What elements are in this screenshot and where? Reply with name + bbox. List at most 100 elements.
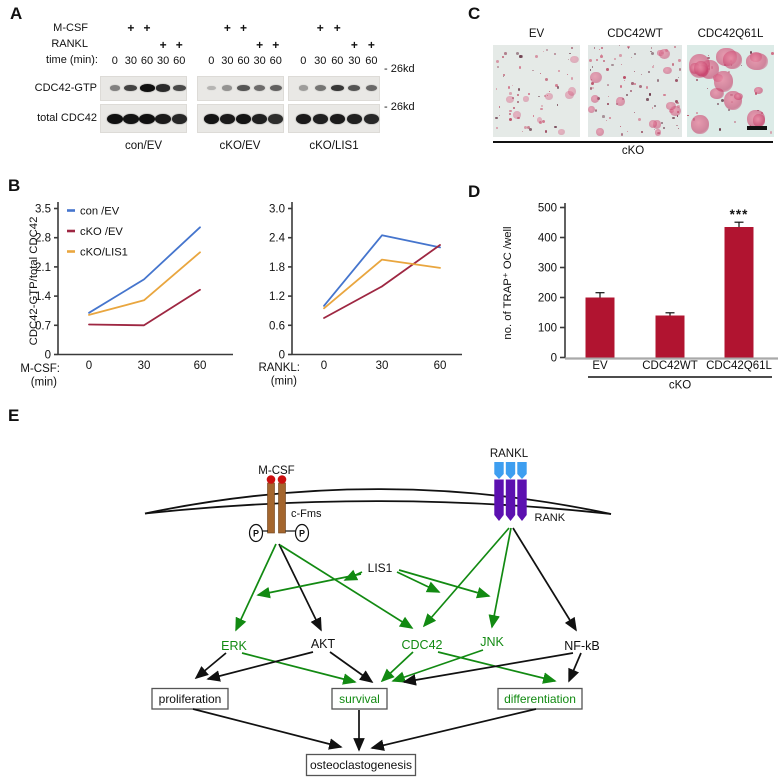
cell-dot <box>770 52 774 56</box>
blot-label-cdc42gtp: CDC42-GTP <box>34 82 97 94</box>
rankl-trimer-1 <box>494 462 504 479</box>
cell-dot <box>595 59 598 62</box>
cell-dot <box>600 55 603 59</box>
scale-bar <box>747 126 767 130</box>
total-band <box>312 113 328 124</box>
edge-lis1-cdc42-path-mcsf <box>343 569 363 581</box>
osteoclast-blob <box>746 53 769 71</box>
time-value: 30 <box>156 54 170 67</box>
mcsf-plus: + <box>223 21 231 35</box>
total-band <box>329 113 345 124</box>
cell-dot <box>619 85 623 88</box>
cell-dot <box>589 87 593 90</box>
chart-rankl-timecourse: 0 0.6 1.2 1.8 2.4 3.0 0 30 60 RANKL: (min) <box>258 202 462 388</box>
total-band <box>268 113 284 124</box>
proliferation-box <box>151 687 229 710</box>
cell-dot <box>517 100 520 103</box>
x-tick-label: 60 <box>194 360 207 372</box>
cell-dot <box>567 58 569 61</box>
cell-dot <box>676 101 680 105</box>
cell-dot <box>651 107 654 109</box>
edge-cfms-erk <box>235 543 277 632</box>
time-value: 0 <box>300 54 307 67</box>
cell-dot <box>633 83 636 86</box>
cell-dot <box>554 126 557 129</box>
cell-dot <box>600 47 603 50</box>
row-label-mcsf: M-CSF <box>53 22 88 34</box>
bar-label-0: EV <box>592 360 608 372</box>
cell-dot <box>734 120 737 123</box>
significance-stars: *** <box>730 207 749 222</box>
mcsf-plus: + <box>127 21 135 35</box>
cfms-bar-right <box>278 482 286 534</box>
panel-label-c: C <box>468 4 481 23</box>
gtp-band <box>348 84 361 92</box>
bar-CDC42Q61L <box>724 227 754 358</box>
edge-proliferation-osteoclastogenesis <box>192 708 343 750</box>
chart-trap-oc: 0 100 200 300 400 500 EV CDC42WT CDC42Q61L cKO ***… <box>502 203 778 392</box>
cell-dot <box>544 77 548 81</box>
time-value: 30 <box>348 54 361 67</box>
cell-dot <box>623 75 627 79</box>
x-tick-label: 30 <box>138 360 151 372</box>
panel-c-group-label: cKO <box>621 145 645 157</box>
cell-dot <box>555 83 559 87</box>
micrograph-label-0: EV <box>528 28 545 40</box>
x-tick-label: 0 <box>86 360 92 372</box>
rank-receptor-1 <box>494 479 504 521</box>
cell-dot <box>498 114 501 117</box>
cell-dot <box>741 65 743 67</box>
rankl-plus: + <box>350 37 358 52</box>
cell-dot <box>634 71 636 73</box>
y-tick-label: 1.4 <box>35 291 52 303</box>
size-marker-bottom: - 26kd <box>384 101 415 113</box>
group-label-0: con/EV <box>124 140 163 152</box>
cell-dot <box>675 78 679 82</box>
cell-dot <box>631 82 634 85</box>
cell-dot <box>613 57 617 61</box>
mcsf-plus: + <box>240 21 248 35</box>
lis1-label: LIS1 <box>368 561 393 575</box>
osteoclast-blob <box>570 55 579 64</box>
cell-dot <box>619 126 621 128</box>
bar-label-2: CDC42Q61L <box>706 360 772 372</box>
osteoclast-blob <box>663 66 673 74</box>
cell-dot <box>623 79 625 81</box>
cell-dot <box>588 59 592 63</box>
rankl-plus: + <box>159 37 167 52</box>
y-tick-label: 3.0 <box>269 204 285 216</box>
osteoclastogenesis-box <box>305 753 417 777</box>
cell-dot <box>638 118 642 122</box>
edge-nfkb-differentiation <box>568 652 582 683</box>
rankl-plus: + <box>272 37 280 52</box>
cell-dot <box>515 51 519 55</box>
cell-dot <box>603 59 606 62</box>
series-line-1 <box>323 244 441 319</box>
phospho-p-left: P <box>253 529 259 539</box>
gtp-band <box>314 85 326 91</box>
gtp-band <box>365 84 378 92</box>
gtp-band <box>298 85 309 91</box>
cell-dot <box>512 106 516 110</box>
cell-dot <box>640 73 642 75</box>
cell-dot <box>502 75 504 78</box>
cell-dot <box>556 86 560 89</box>
cell-dot <box>606 102 609 105</box>
cell-dot <box>674 100 678 104</box>
group-label-2: cKO/LIS1 <box>309 140 359 152</box>
edge-nfkb-survival <box>402 652 574 686</box>
cell-dot <box>602 115 605 118</box>
chart-mcsf-timecourse: 0 0.7 1.4 2.1 2.8 3.5 0 30 60 con /EV cKO /EV cKO/L… <box>20 202 233 389</box>
cell-dot <box>607 95 609 97</box>
cell-dot <box>570 46 574 50</box>
osteoclast-blob <box>670 105 681 117</box>
cell-dot <box>538 95 540 98</box>
x-axis-label: M-CSF: <box>20 363 60 375</box>
cell-dot <box>554 52 556 55</box>
cell-dot <box>566 73 568 75</box>
differentiation-box <box>497 687 583 710</box>
group-label-1: cKO/EV <box>219 140 261 152</box>
cell-dot <box>718 128 722 131</box>
cell-dot <box>532 69 534 72</box>
